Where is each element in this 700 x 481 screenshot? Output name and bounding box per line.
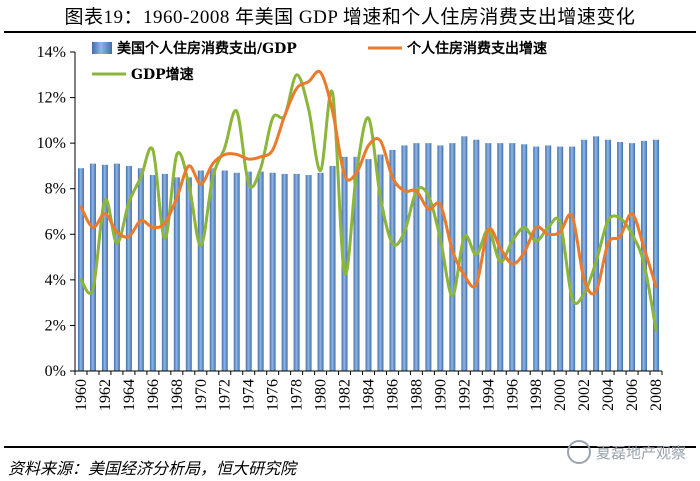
bar bbox=[437, 145, 444, 371]
y-tick-label: 6% bbox=[45, 226, 66, 243]
x-tick-label: 2000 bbox=[552, 379, 569, 411]
bar bbox=[209, 168, 216, 371]
bar bbox=[485, 143, 492, 371]
y-tick-label: 10% bbox=[37, 135, 66, 152]
x-tick-label: 1960 bbox=[73, 379, 90, 411]
bar bbox=[653, 139, 660, 371]
bar bbox=[365, 159, 372, 371]
bar bbox=[77, 168, 84, 371]
bottom-rule bbox=[4, 446, 696, 448]
bar bbox=[317, 172, 324, 371]
bar bbox=[509, 143, 516, 371]
bar bbox=[581, 139, 588, 371]
bar bbox=[221, 170, 228, 371]
x-tick-label: 1964 bbox=[121, 379, 138, 411]
bar bbox=[617, 142, 624, 371]
x-tick-label: 2002 bbox=[576, 379, 593, 411]
y-tick-label: 2% bbox=[45, 317, 66, 334]
bar bbox=[245, 171, 252, 371]
figure-title: 图表19：1960-2008 年美国 GDP 增速和个人住房消费支出增速变化 bbox=[64, 7, 636, 28]
bar bbox=[497, 143, 504, 371]
y-axis-ticks: 0% 2% 4% 6% 8% 10% 12% 14% bbox=[37, 44, 75, 380]
legend: 美国个人住房消费支出/GDP 个人住房消费支出增速 GDP增速 bbox=[92, 40, 547, 83]
bar bbox=[461, 136, 468, 371]
x-tick-label: 1996 bbox=[504, 379, 521, 411]
y-tick-label: 14% bbox=[37, 44, 66, 61]
bar bbox=[161, 173, 168, 371]
x-tick-label: 1972 bbox=[217, 379, 234, 411]
gdp-growth-line bbox=[79, 73, 658, 332]
bar bbox=[137, 168, 144, 371]
x-tick-label: 1994 bbox=[480, 379, 497, 411]
bar bbox=[605, 139, 612, 371]
bar bbox=[569, 146, 576, 371]
bar bbox=[377, 154, 384, 371]
x-tick-label: 1990 bbox=[432, 379, 449, 411]
x-tick-label: 1998 bbox=[528, 379, 545, 411]
x-tick-label: 2004 bbox=[600, 379, 617, 411]
bar bbox=[629, 143, 636, 371]
bar bbox=[353, 156, 360, 371]
source-note: 资料来源：美国经济分析局，恒大研究院 bbox=[8, 459, 297, 478]
bar bbox=[425, 143, 432, 371]
legend-bar-swatch bbox=[92, 42, 112, 54]
x-tick-label: 1974 bbox=[241, 379, 258, 411]
bar bbox=[293, 173, 300, 371]
consumption-growth-line bbox=[79, 69, 658, 296]
legend-bar-label: 美国个人住房消费支出/GDP bbox=[117, 40, 297, 57]
watermark-text: 夏磊地产观察 bbox=[595, 443, 686, 462]
bar bbox=[173, 177, 180, 371]
x-tick-label: 1968 bbox=[169, 379, 186, 411]
line-series bbox=[79, 69, 658, 332]
watermark: 夏磊地产观察 bbox=[566, 440, 686, 464]
bar bbox=[557, 146, 564, 371]
wechat-icon bbox=[566, 440, 591, 464]
y-tick-label: 8% bbox=[45, 181, 66, 198]
title-rule bbox=[4, 31, 696, 33]
bar bbox=[305, 175, 312, 371]
axes: 1960 1962 1964 1966 1968 1970 1972 1974 1976 1978… bbox=[73, 52, 665, 411]
bar bbox=[593, 136, 600, 371]
bar bbox=[449, 143, 456, 371]
x-tick-label: 1978 bbox=[289, 379, 306, 411]
bar bbox=[401, 145, 408, 371]
bar bbox=[389, 149, 396, 371]
bar bbox=[521, 144, 528, 371]
bar-series bbox=[77, 136, 660, 371]
x-tick-label: 1976 bbox=[265, 379, 282, 411]
bar bbox=[641, 140, 648, 371]
x-tick-label: 2006 bbox=[624, 379, 641, 411]
x-tick-label: 1992 bbox=[456, 379, 473, 411]
x-tick-label: 1984 bbox=[361, 379, 378, 411]
bar bbox=[545, 145, 552, 371]
bar bbox=[125, 165, 132, 371]
bar bbox=[413, 143, 420, 371]
y-tick-label: 4% bbox=[45, 272, 66, 289]
bar bbox=[101, 164, 108, 371]
legend-consumption-label: 个人住房消费支出增速 bbox=[406, 40, 547, 57]
y-tick-label: 0% bbox=[45, 363, 66, 380]
bar bbox=[149, 175, 156, 371]
bar bbox=[329, 165, 336, 371]
legend-gdp-label: GDP增速 bbox=[131, 66, 194, 83]
bar bbox=[89, 163, 96, 371]
x-tick-label: 1980 bbox=[313, 379, 330, 411]
y-tick-label: 12% bbox=[37, 90, 66, 107]
bar bbox=[269, 172, 276, 371]
bar bbox=[197, 170, 204, 371]
chart: 0% 2% 4% 6% 8% 10% 12% 14% 1960 1962 1964 1966 1968… bbox=[37, 40, 665, 411]
x-tick-label: 1962 bbox=[97, 379, 114, 411]
x-tick-label: 1966 bbox=[145, 379, 162, 411]
x-tick-label: 1986 bbox=[384, 379, 401, 411]
x-tick-label: 1988 bbox=[408, 379, 425, 411]
x-tick-label: 1970 bbox=[193, 379, 210, 411]
x-tick-label: 1982 bbox=[337, 379, 354, 411]
bar bbox=[233, 172, 240, 371]
bar bbox=[281, 173, 288, 371]
bar bbox=[533, 146, 540, 371]
bar bbox=[185, 177, 192, 371]
bar bbox=[113, 163, 120, 371]
x-tick-label: 2008 bbox=[648, 379, 665, 411]
bar bbox=[257, 171, 264, 371]
